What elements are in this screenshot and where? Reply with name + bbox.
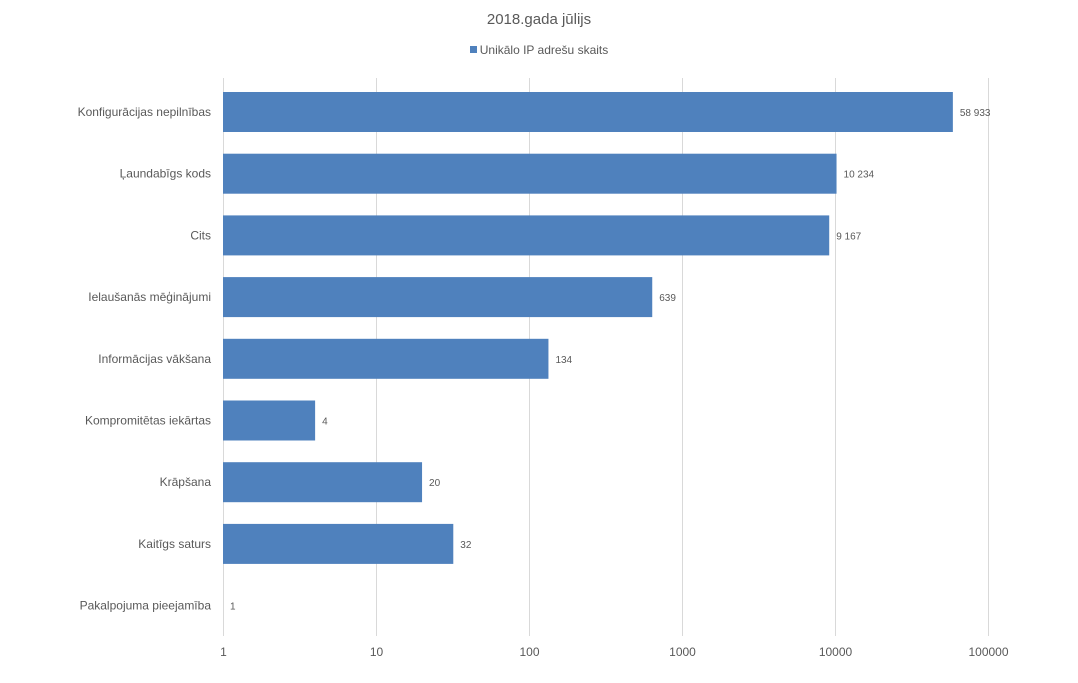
data-label: 9 167 xyxy=(836,231,861,242)
data-labels: 58 933 10 234 9 167 639 134 4 20 32 1 xyxy=(230,108,991,613)
bar xyxy=(223,92,953,132)
x-tick-label: 100 xyxy=(519,645,539,659)
category-label: Kaitīgs saturs xyxy=(138,537,211,551)
category-label: Informācijas vākšana xyxy=(98,352,211,366)
x-tick-label: 10000 xyxy=(819,645,853,659)
data-label: 639 xyxy=(659,293,676,304)
x-tick-label: 1000 xyxy=(669,645,696,659)
bar xyxy=(223,338,549,379)
data-label: 32 xyxy=(460,540,472,551)
category-label: Ļaundabīgs kods xyxy=(120,167,211,181)
bar xyxy=(223,277,653,318)
bar xyxy=(223,215,830,256)
category-label: Kompromitētas iekārtas xyxy=(85,414,211,428)
legend: Unikālo IP adrešu skaits xyxy=(0,43,1078,57)
data-label: 58 933 xyxy=(960,108,991,119)
legend-swatch xyxy=(469,46,477,53)
category-label: Ielaušanās mēģinājumi xyxy=(88,290,211,304)
bar xyxy=(223,153,837,194)
bar xyxy=(223,523,454,564)
x-tick-labels: 1 10 100 1000 10000 100000 xyxy=(220,645,1009,659)
bars xyxy=(223,92,953,564)
bar xyxy=(223,400,316,441)
data-label: 1 xyxy=(230,602,236,613)
x-tick-label: 10 xyxy=(370,645,384,659)
category-label: Konfigurācijas nepilnības xyxy=(78,105,211,119)
bar xyxy=(223,462,423,503)
data-label: 134 xyxy=(555,355,572,366)
data-label: 10 234 xyxy=(844,170,875,181)
category-label: Krāpšana xyxy=(160,475,212,489)
category-labels: Konfigurācijas nepilnības Ļaundabīgs kods… xyxy=(78,105,212,613)
category-label: Cits xyxy=(190,228,211,242)
x-tick-label: 100000 xyxy=(968,645,1008,659)
x-tick-label: 1 xyxy=(220,645,227,659)
chart-title: 2018.gada jūlijs xyxy=(486,11,592,28)
data-label: 20 xyxy=(429,478,441,489)
category-label: Pakalpojuma pieejamība xyxy=(80,599,212,613)
data-label: 4 xyxy=(322,417,328,428)
legend-label: Unikālo IP adrešu skaits xyxy=(479,43,609,57)
